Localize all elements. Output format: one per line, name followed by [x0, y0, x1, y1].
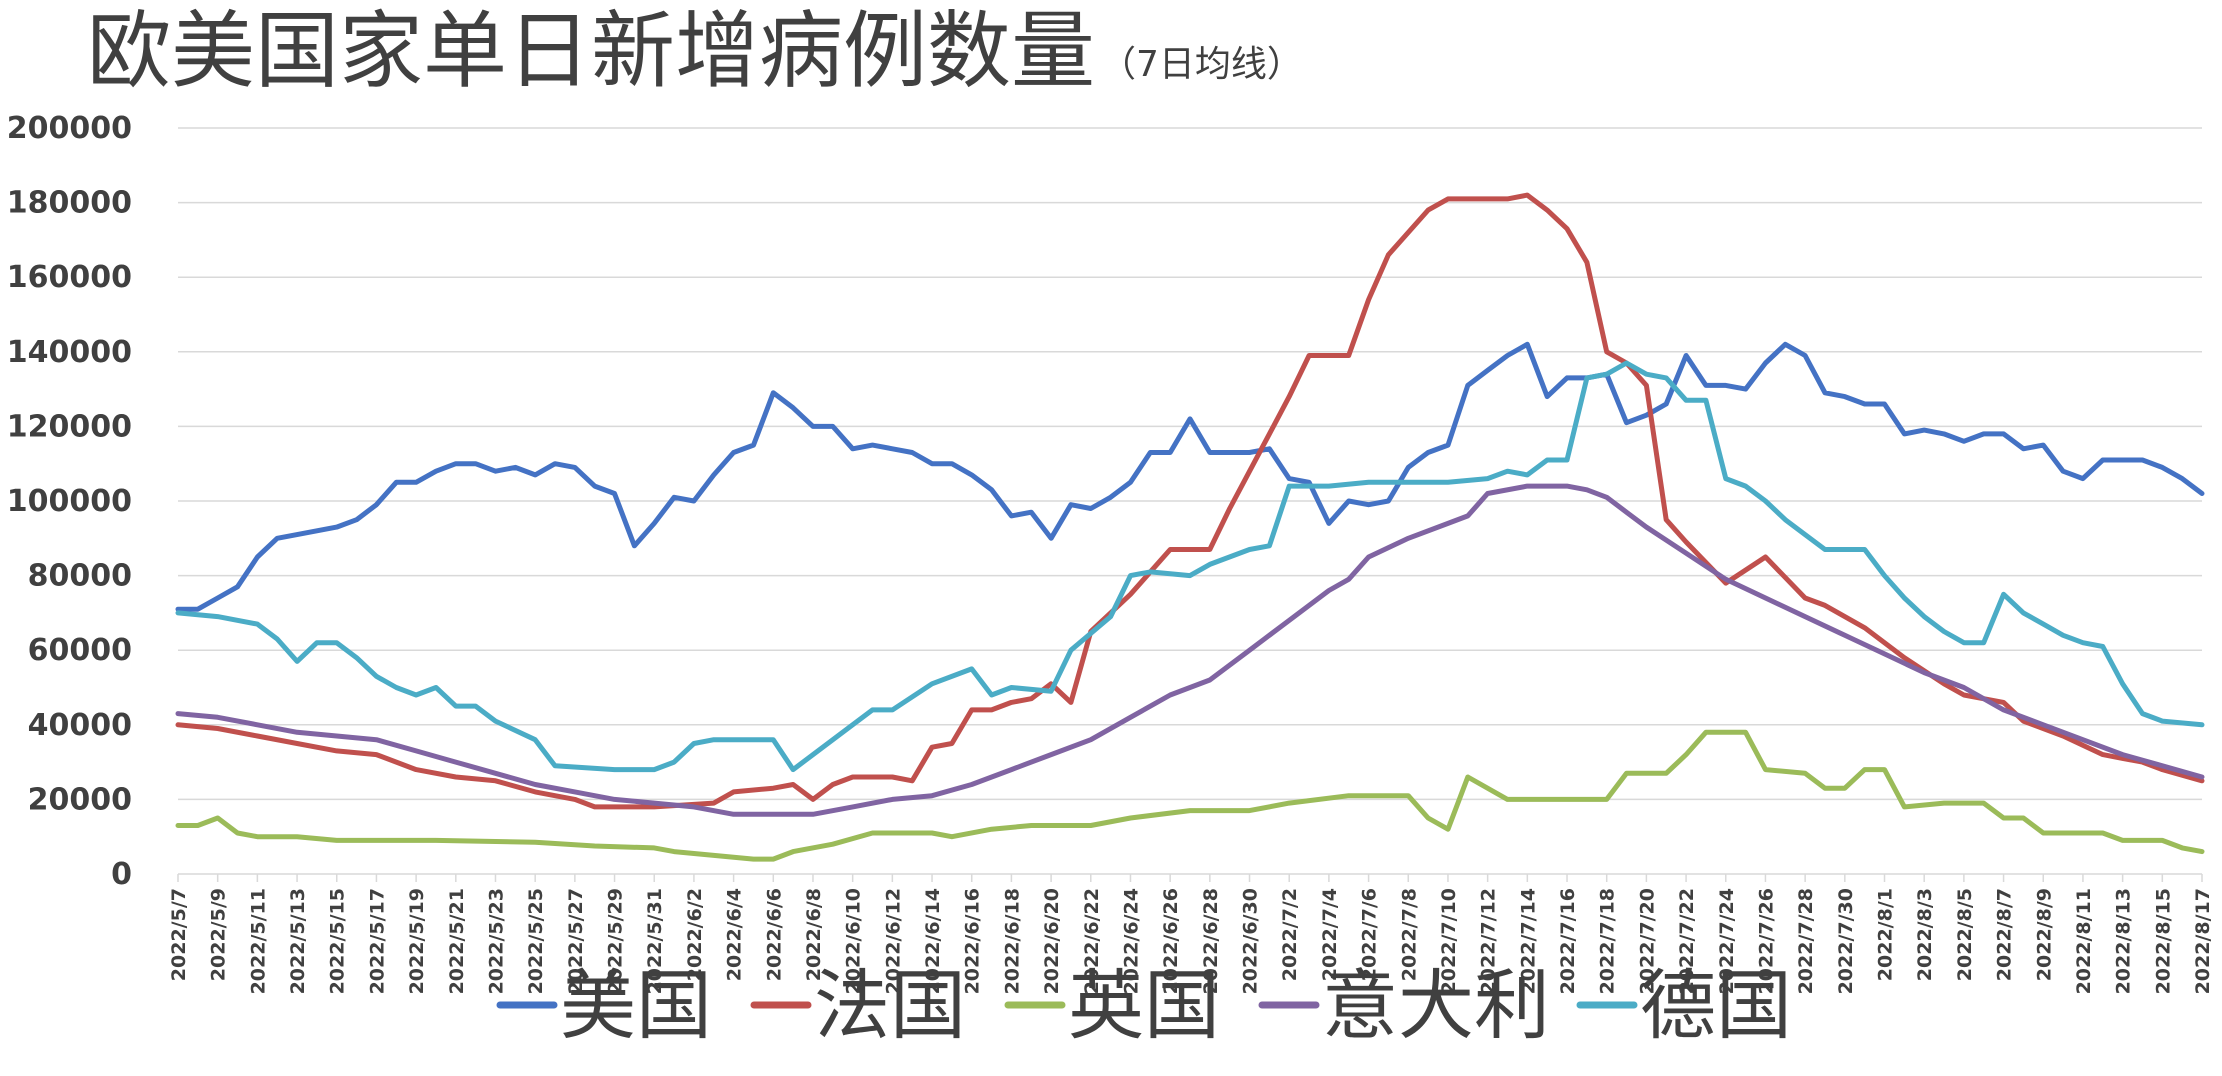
- x-tick-label: 2022/5/17: [366, 888, 388, 994]
- x-tick-label: 2022/5/9: [208, 888, 230, 981]
- legend: 美国 法国 英国 意大利 德国: [496, 961, 1792, 1050]
- gridlines: [178, 127, 2202, 875]
- x-tick-label: 2022/6/4: [724, 888, 746, 981]
- y-tick-label: 140000: [7, 335, 132, 370]
- x-tick-label: 2022/5/13: [287, 888, 309, 994]
- series-line-意大利: [175, 483, 2205, 817]
- x-tick-label: 2022/7/6: [1359, 888, 1381, 981]
- x-tick-label: 2022/7/18: [1597, 888, 1619, 994]
- legend-label: 德国: [1640, 961, 1792, 1050]
- y-tick-label: 80000: [28, 559, 132, 594]
- x-tick-label: 2022/7/16: [1557, 888, 1579, 994]
- x-tick-label: 2022/7/12: [1478, 888, 1500, 994]
- x-tick-label: 2022/6/26: [1160, 888, 1182, 994]
- x-tick-label: 2022/5/19: [406, 888, 428, 994]
- x-tick-label: 2022/6/16: [962, 888, 984, 994]
- x-tick-label: 2022/8/1: [1875, 888, 1897, 981]
- x-tick-label: 2022/7/2: [1279, 888, 1301, 981]
- x-tick-label: 2022/5/11: [247, 888, 269, 994]
- x-tick-label: 2022/6/2: [684, 888, 706, 981]
- y-tick-label: 160000: [7, 260, 132, 295]
- series-line-美国: [175, 341, 2205, 612]
- x-tick-label: 2022/5/23: [485, 888, 507, 994]
- y-tick-label: 60000: [28, 633, 132, 668]
- x-tick-label: 2022/6/28: [1200, 888, 1222, 994]
- series-lines: [175, 192, 2205, 862]
- series-line-德国: [175, 360, 2205, 773]
- legend-label: 英国: [1068, 961, 1220, 1050]
- x-tick-label: 2022/5/25: [525, 888, 547, 994]
- chart-subtitle: （7日均线）: [1100, 44, 1303, 85]
- x-tick-label: 2022/6/10: [843, 888, 865, 994]
- x-tick-label: 2022/8/17: [2192, 888, 2214, 994]
- legend-label: 意大利: [1322, 961, 1550, 1050]
- x-tick-label: 2022/8/7: [1994, 888, 2016, 981]
- y-axis-ticks: 0 20000 40000 60000 80000 100000 120000 140000 1…: [7, 111, 132, 892]
- x-tick-label: 2022/8/3: [1914, 888, 1936, 981]
- x-tick-label: 2022/7/22: [1676, 888, 1698, 994]
- y-tick-label: 200000: [7, 111, 132, 146]
- x-tick-label: 2022/8/15: [2152, 888, 2174, 994]
- x-tick-label: 2022/6/6: [763, 888, 785, 981]
- x-tick-label: 2022/5/21: [446, 888, 468, 994]
- x-tick-label: 2022/7/10: [1438, 888, 1460, 994]
- x-tick-label: 2022/6/18: [1001, 888, 1023, 994]
- y-tick-label: 20000: [28, 782, 132, 817]
- x-tick-label: 2022/7/20: [1636, 888, 1658, 994]
- x-tick-label: 2022/6/30: [1240, 888, 1262, 994]
- x-tick-label: 2022/6/22: [1081, 888, 1103, 994]
- legend-label: 法国: [814, 961, 966, 1050]
- legend-label: 美国: [560, 961, 712, 1050]
- x-tick-label: 2022/6/8: [803, 888, 825, 981]
- y-tick-label: 100000: [7, 484, 132, 519]
- x-tick-label: 2022/8/11: [2073, 888, 2095, 994]
- series-line-法国: [175, 192, 2205, 810]
- x-tick-label: 2022/8/9: [2033, 888, 2055, 981]
- x-tick-label: 2022/6/12: [882, 888, 904, 994]
- series-line-英国: [175, 729, 2205, 862]
- x-tick-label: 2022/7/4: [1319, 888, 1341, 981]
- x-tick-label: 2022/7/26: [1755, 888, 1777, 994]
- x-tick-label: 2022/8/5: [1954, 888, 1976, 981]
- y-tick-label: 120000: [7, 409, 132, 444]
- x-tick-label: 2022/7/30: [1835, 888, 1857, 994]
- x-tick-label: 2022/7/8: [1398, 888, 1420, 981]
- y-tick-label: 0: [111, 857, 132, 892]
- x-tick-label: 2022/7/14: [1517, 888, 1539, 994]
- y-tick-label: 40000: [28, 708, 132, 743]
- x-tick-label: 2022/7/24: [1716, 888, 1738, 994]
- x-tick-label: 2022/5/15: [327, 888, 349, 994]
- x-tick-label: 2022/6/14: [922, 888, 944, 994]
- chart-title: 欧美国家单日新增病例数量: [87, 2, 1095, 100]
- x-tick-label: 2022/5/31: [644, 888, 666, 994]
- y-tick-label: 180000: [7, 186, 132, 221]
- x-tick-label: 2022/6/24: [1120, 888, 1142, 994]
- x-tick-label: 2022/5/7: [168, 888, 190, 981]
- x-axis-ticks: 2022/5/7 2022/5/9 2022/5/11 2022/5/13 2022/5…: [168, 874, 2214, 994]
- x-tick-label: 2022/7/28: [1795, 888, 1817, 994]
- x-tick-label: 2022/6/20: [1041, 888, 1063, 994]
- x-tick-label: 2022/8/13: [2113, 888, 2135, 994]
- x-tick-label: 2022/5/29: [605, 888, 627, 994]
- x-tick-label: 2022/5/27: [565, 888, 587, 994]
